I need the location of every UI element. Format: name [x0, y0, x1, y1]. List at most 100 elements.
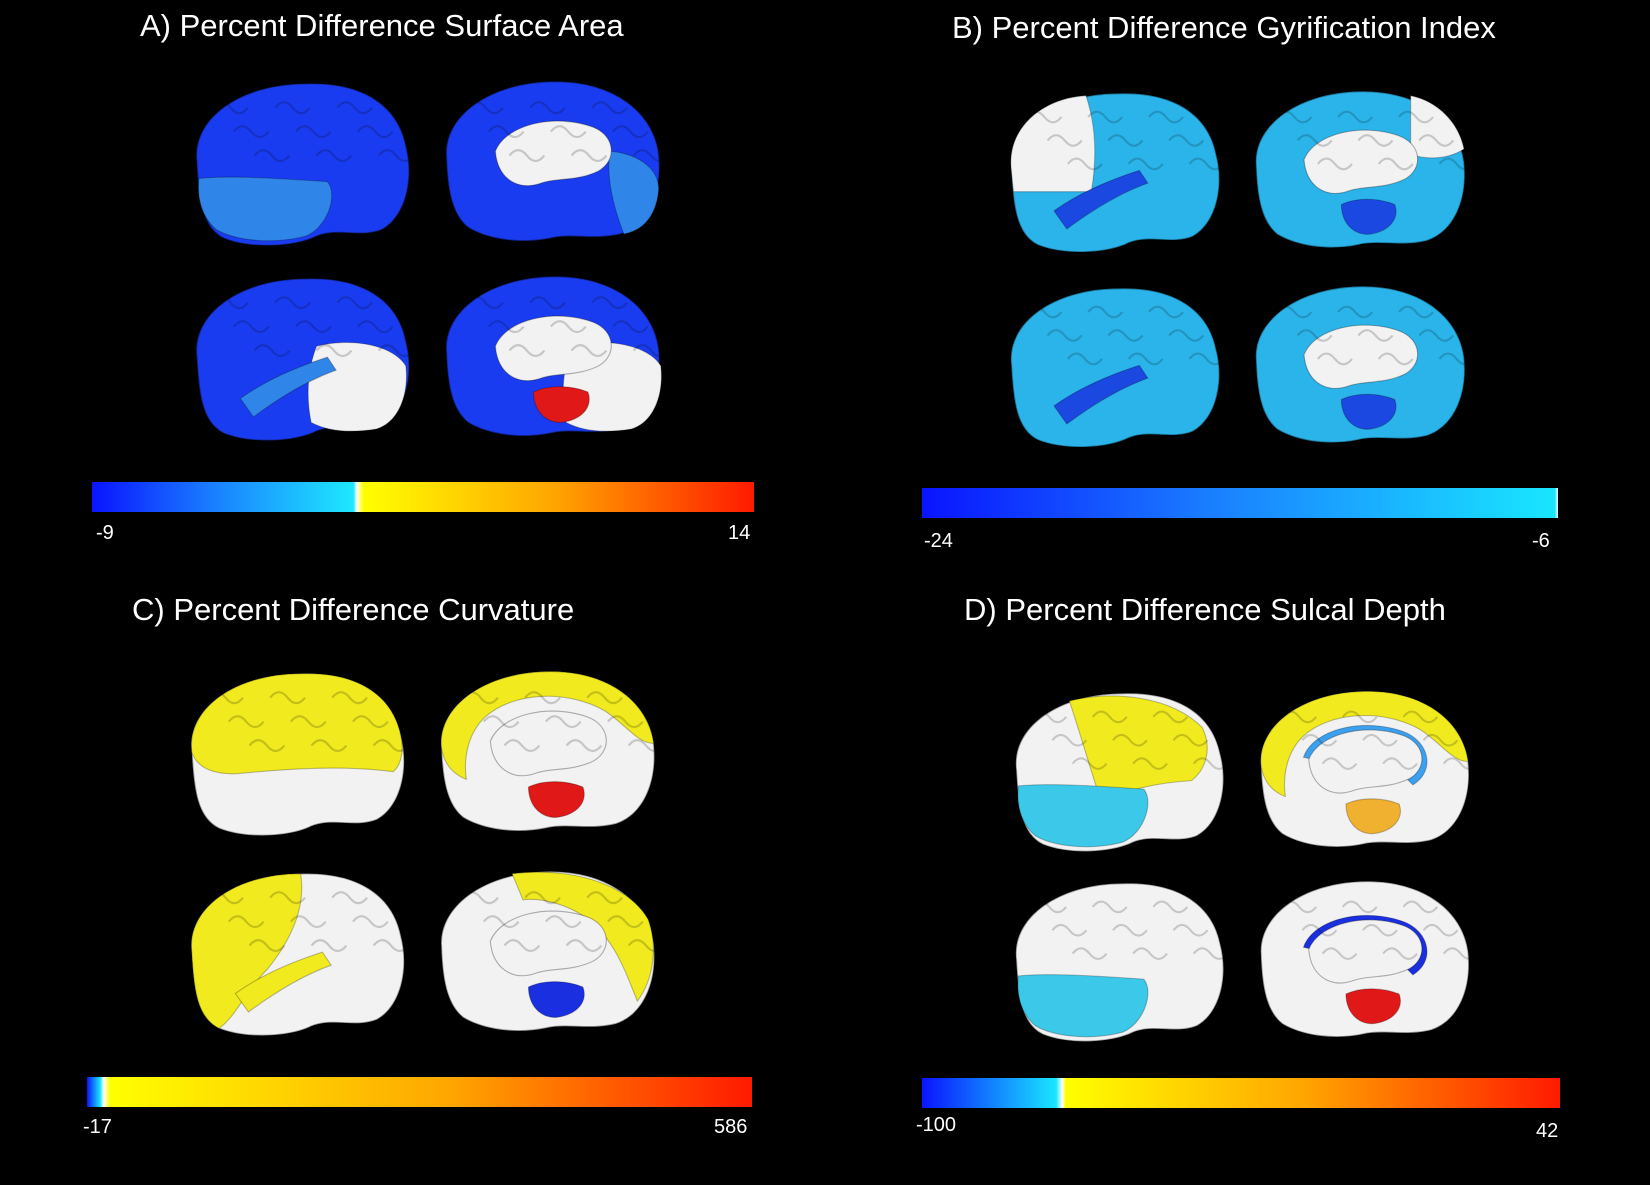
- brain-lateral-left: [1010, 92, 1225, 253]
- brain-medial-left: [440, 670, 665, 832]
- gyrus-line: [352, 915, 389, 929]
- gyrus-line: [1337, 305, 1374, 319]
- gyrus-line: [1362, 923, 1398, 937]
- gyrus-line: [232, 320, 270, 334]
- gyrus-line: [487, 320, 525, 334]
- gyrus-line: [627, 739, 665, 753]
- gyrus-line: [248, 739, 286, 753]
- gyrus-line: [1276, 110, 1313, 124]
- brain-region: [190, 873, 303, 1029]
- gyrus-line: [1091, 710, 1128, 724]
- panel-b-brains: [1010, 90, 1475, 448]
- colorbar-gradient: [922, 488, 1558, 518]
- brain-lateral-right: [1010, 287, 1225, 448]
- gyrus-line: [274, 296, 311, 310]
- gyrus-line: [1188, 157, 1225, 171]
- gyrus-line: [1418, 134, 1455, 147]
- gyrus-line: [1398, 305, 1434, 319]
- gyrus-line: [487, 125, 525, 139]
- gyrus-line: [508, 149, 546, 163]
- panel-c-colorbar-max: 586: [714, 1116, 748, 1138]
- gyrus-line: [612, 125, 649, 139]
- gyrus-line: [632, 149, 670, 163]
- gyrus-line: [274, 101, 311, 115]
- panel-c-title: C) Percent Difference Curvature: [132, 592, 575, 627]
- brain-lateral-left: [1015, 692, 1229, 853]
- gyrus-line: [1301, 733, 1338, 747]
- gyrus-line: [586, 891, 623, 905]
- gyrus-line: [1357, 329, 1394, 342]
- gyrus-line: [524, 691, 561, 705]
- gyrus-line: [1192, 757, 1229, 770]
- panel-a-brains: [195, 80, 670, 442]
- gyrus-line: [591, 296, 628, 310]
- gyrus-line: [357, 125, 394, 139]
- gyrus-line: [1422, 923, 1459, 937]
- gyrus-line: [212, 101, 249, 115]
- gyrus-line: [1442, 757, 1479, 770]
- gyrus-line: [550, 125, 587, 139]
- gyrus-line: [467, 296, 504, 310]
- gyrus-line: [1071, 757, 1108, 770]
- gyrus-line: [482, 915, 520, 929]
- gyrus-line: [1341, 710, 1378, 724]
- gyrus-line: [1418, 329, 1455, 342]
- panel-d-title: D) Percent Difference Sulcal Depth: [964, 592, 1446, 627]
- brain-medial-right: [1255, 285, 1475, 444]
- gyrus-line: [586, 691, 623, 705]
- gyrus-line: [1317, 352, 1353, 366]
- gyrus-line: [310, 739, 348, 753]
- gyrus-line: [1071, 947, 1108, 960]
- gyrus-line: [482, 715, 520, 729]
- gyrus-line: [1377, 352, 1414, 366]
- brain-region: [197, 176, 333, 242]
- gyrus-line: [1107, 329, 1144, 342]
- brain-region: [1017, 784, 1149, 848]
- panel-b-title: B) Percent Difference Gyrification Index: [952, 10, 1496, 45]
- gyrus-line: [529, 296, 566, 310]
- brain-medial-left: [1260, 690, 1479, 848]
- gyrus-line: [545, 915, 582, 929]
- gyrus-line: [503, 739, 541, 753]
- gyrus-line: [1337, 110, 1374, 124]
- corpus-callosum: [1303, 324, 1419, 389]
- gyrus-line: [1402, 710, 1439, 724]
- gyrus-line: [1152, 900, 1189, 914]
- gyrus-line: [1148, 110, 1184, 124]
- gyrus-line: [295, 125, 332, 139]
- gyrus-line: [1398, 110, 1434, 124]
- brain-medial-right: [445, 275, 670, 437]
- gyrus-line: [1046, 134, 1083, 147]
- gyrus-line: [1112, 733, 1148, 747]
- colorbar-gradient: [922, 1078, 1560, 1108]
- panel-d-colorbar-max: 42: [1536, 1120, 1559, 1142]
- gyrus-line: [1026, 305, 1063, 319]
- gyrus-line: [1051, 923, 1088, 937]
- corpus-callosum: [1308, 729, 1423, 794]
- gyrus-line: [612, 320, 649, 334]
- brain-lateral-left: [190, 672, 410, 837]
- brain-lateral-right: [195, 277, 415, 442]
- brain-medial-left: [1255, 90, 1475, 249]
- gyrus-line: [1188, 352, 1225, 366]
- gyrus-line: [1132, 947, 1168, 960]
- brain-region: [239, 356, 337, 418]
- brain-lateral-left: [195, 82, 415, 247]
- gyrus-line: [253, 344, 291, 358]
- brain-lateral-right: [1015, 882, 1229, 1043]
- gyrus-line: [1087, 110, 1124, 124]
- gyrus-line: [1168, 134, 1205, 147]
- gyrus-line: [331, 891, 368, 905]
- gyrus-line: [1296, 134, 1333, 147]
- gyrus-line: [1026, 110, 1063, 124]
- gyrus-line: [1087, 305, 1124, 319]
- brain-region: [1260, 690, 1469, 798]
- brain-region: [1017, 974, 1149, 1038]
- colorbar-gradient: [87, 1077, 752, 1107]
- panel-b-colorbar-max: -6: [1532, 530, 1550, 552]
- brain-region: [1010, 95, 1096, 193]
- gyrus-line: [1296, 329, 1333, 342]
- gyrus-line: [315, 344, 353, 358]
- gyrus-line: [462, 891, 499, 905]
- gyrus-line: [1382, 947, 1418, 960]
